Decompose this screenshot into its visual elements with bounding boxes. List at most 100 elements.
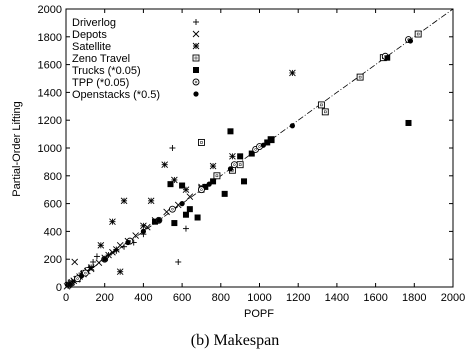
- point-driverlog: [169, 145, 176, 151]
- x-tick-label: 1200: [286, 292, 310, 304]
- x-tick-label: 1600: [363, 292, 387, 304]
- legend-marker-tpp-0-05: [192, 78, 200, 86]
- figure-caption: (b) Makespan: [191, 332, 279, 349]
- point-zeno-travel: [356, 73, 364, 81]
- legend-marker-zeno-travel: [192, 54, 200, 62]
- point-trucks-0-05: [186, 206, 193, 213]
- point-zeno-travel: [414, 30, 422, 38]
- point-depots: [143, 223, 151, 231]
- y-tick-label: 400: [44, 226, 62, 238]
- point-tpp-0-05: [230, 161, 238, 169]
- point-driverlog: [175, 258, 182, 265]
- y-tick-label: 1600: [38, 60, 62, 72]
- point-zeno-travel: [317, 101, 325, 109]
- y-tick-label: 1400: [38, 87, 62, 99]
- legend-marker-satellite: [192, 42, 200, 50]
- x-tick-label: 600: [173, 292, 191, 304]
- legend-label-trucks-0-05: Trucks (*0.05): [72, 65, 141, 77]
- x-tick-label: 1000: [247, 292, 271, 304]
- point-openstacks-0-5: [227, 166, 234, 172]
- point-openstacks-0-5: [102, 256, 108, 262]
- point-tpp-0-05: [81, 269, 89, 277]
- point-satellite: [105, 251, 112, 259]
- point-openstacks-0-5: [268, 137, 274, 143]
- point-openstacks-0-5: [78, 273, 85, 279]
- x-tick-label: 1400: [325, 292, 349, 304]
- legend-marker-trucks-0-05: [193, 67, 199, 73]
- point-tpp-0-05: [168, 205, 176, 213]
- x-tick-label: 200: [96, 292, 114, 304]
- legend-label-zeno-travel: Zeno Travel: [72, 53, 130, 65]
- y-tick-label: 600: [44, 199, 62, 211]
- x-tick-label: 400: [134, 292, 152, 304]
- legend-label-satellite: Satellite: [72, 41, 111, 53]
- x-tick-label: 800: [212, 292, 230, 304]
- point-openstacks-0-5: [125, 239, 131, 246]
- point-satellite: [161, 161, 169, 168]
- x-tick-label: 0: [63, 292, 69, 304]
- point-trucks-0-05: [194, 214, 201, 221]
- point-satellite: [147, 197, 155, 205]
- point-driverlog: [182, 225, 189, 232]
- point-satellite: [109, 218, 116, 225]
- point-depots: [163, 208, 170, 216]
- point-trucks-0-05: [152, 218, 159, 225]
- point-tpp-0-05: [197, 186, 205, 194]
- y-tick-label: 2000: [38, 4, 62, 16]
- point-satellite: [116, 268, 124, 276]
- y-tick-label: 0: [56, 282, 62, 294]
- legend-label-driverlog: Driverlog: [72, 17, 116, 29]
- point-zeno-travel: [236, 161, 244, 169]
- point-driverlog: [93, 253, 100, 260]
- point-zeno-travel: [321, 108, 329, 116]
- point-trucks-0-05: [171, 220, 178, 227]
- point-zeno-travel: [213, 172, 221, 180]
- point-openstacks-0-5: [67, 281, 73, 287]
- x-tick-label: 1800: [402, 292, 426, 304]
- point-openstacks-0-5: [407, 38, 414, 44]
- x-axis-title: POPF: [244, 308, 274, 320]
- ticks-layer: 0 200 400 600 800 1000 1200 1400 1600 1800 2000 0 20…: [38, 4, 466, 304]
- point-openstacks-0-5: [179, 201, 185, 207]
- point-trucks-0-05: [248, 150, 255, 157]
- legend-label-depots: Depots: [72, 29, 107, 41]
- point-trucks-0-05: [221, 190, 228, 197]
- point-tpp-0-05: [74, 275, 82, 283]
- y-tick-label: 1000: [38, 143, 62, 155]
- point-driverlog: [90, 258, 97, 265]
- point-trucks-0-05: [264, 139, 271, 146]
- point-openstacks-0-5: [140, 228, 146, 234]
- point-satellite: [289, 69, 296, 77]
- points-layer: [63, 30, 422, 290]
- point-trucks-0-05: [241, 178, 248, 185]
- y-tick-label: 1200: [38, 115, 62, 127]
- point-satellite: [229, 153, 236, 160]
- point-trucks-0-05: [405, 119, 412, 126]
- point-satellite: [112, 246, 120, 253]
- point-trucks-0-05: [182, 211, 189, 218]
- legend-marker-depots: [192, 30, 200, 38]
- point-trucks-0-05: [202, 183, 209, 190]
- y-tick-label: 200: [44, 254, 62, 266]
- legend-label-openstacks-0-5: Openstacks (*0.5): [72, 89, 160, 101]
- point-openstacks-0-5: [156, 217, 162, 223]
- point-openstacks-0-5: [206, 181, 212, 187]
- legend-marker-openstacks-0-5: [193, 91, 199, 97]
- point-openstacks-0-5: [289, 123, 295, 129]
- point-trucks-0-05: [237, 153, 244, 160]
- point-depots: [95, 259, 103, 266]
- point-satellite: [140, 222, 147, 230]
- point-openstacks-0-5: [260, 142, 266, 148]
- point-depots: [132, 232, 139, 239]
- point-depots: [109, 248, 116, 256]
- y-tick-label: 1800: [38, 32, 62, 44]
- legend-label-tpp-0-05: TPP (*0.05): [72, 77, 129, 89]
- point-depots: [186, 193, 194, 200]
- y-tick-label: 800: [44, 171, 62, 183]
- point-satellite: [209, 162, 217, 170]
- point-satellite: [120, 197, 128, 205]
- legend-marker-driverlog: [193, 19, 199, 25]
- y-axis-title: Partial-Order Lifting: [11, 101, 23, 196]
